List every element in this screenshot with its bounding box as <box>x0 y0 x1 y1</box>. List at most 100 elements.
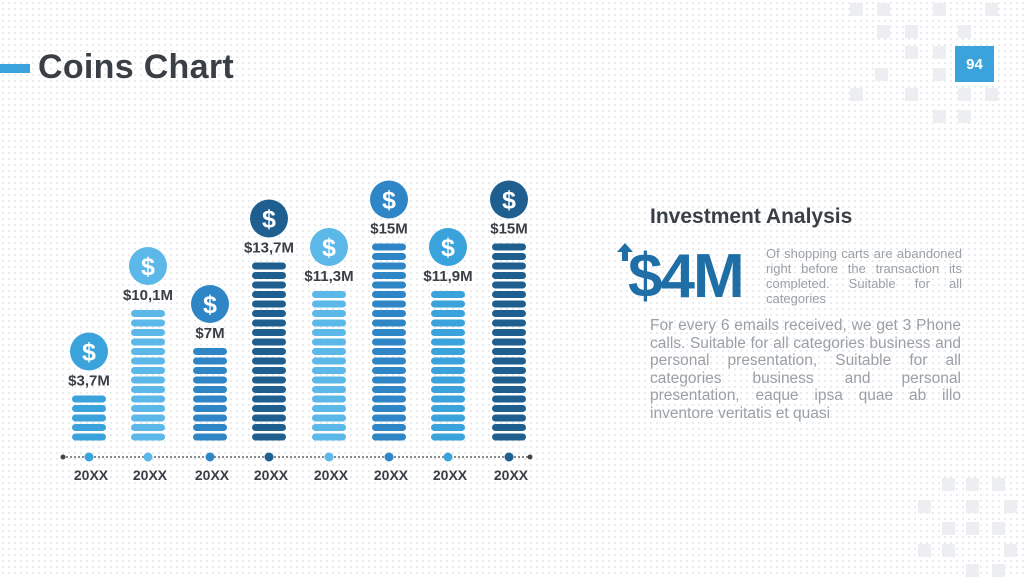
coin <box>252 367 286 374</box>
coin <box>312 300 346 308</box>
dollar-coin-icon <box>490 180 528 219</box>
coin <box>252 376 286 384</box>
coin <box>252 272 286 279</box>
coin <box>372 376 406 384</box>
top-right-decoration <box>845 0 1024 130</box>
side-body-text: For every 6 emails received, we get 3 Ph… <box>650 317 961 422</box>
dollar-sign: $ <box>441 234 455 262</box>
coin <box>492 395 526 403</box>
axis-marker <box>143 452 153 462</box>
coin <box>492 310 526 317</box>
dollar-coin-icon <box>129 247 167 285</box>
coin <box>492 319 526 327</box>
coin <box>252 310 286 317</box>
dollar-coin-icon <box>250 199 288 238</box>
coin <box>492 424 526 431</box>
category-label: 20XX <box>133 467 168 483</box>
value-label: $7M <box>195 325 224 342</box>
category-label: 20XX <box>433 467 468 483</box>
coin <box>372 338 406 346</box>
coin <box>431 386 465 393</box>
coin <box>193 367 227 374</box>
coin <box>131 405 165 412</box>
coin <box>252 424 286 431</box>
coin <box>252 433 286 441</box>
axis-marker <box>504 452 514 462</box>
coin <box>372 329 406 336</box>
coin <box>431 319 465 327</box>
axis-marker <box>205 452 215 462</box>
coin-bar <box>72 395 106 441</box>
value-label: $11,3M <box>304 268 353 285</box>
coin <box>431 291 465 298</box>
coin <box>193 348 227 355</box>
axis-end-dot <box>60 454 66 460</box>
dollar-coin-icon <box>191 285 229 323</box>
coin <box>492 405 526 412</box>
coin <box>252 357 286 365</box>
coin <box>193 414 227 422</box>
coin <box>372 424 406 431</box>
coin <box>252 291 286 298</box>
coin <box>312 395 346 403</box>
coin <box>193 405 227 412</box>
category-label: 20XX <box>195 467 230 483</box>
coin <box>431 310 465 317</box>
dollar-coin-icon <box>429 228 467 266</box>
category-label: 20XX <box>254 467 289 483</box>
coin <box>252 395 286 403</box>
coin <box>492 357 526 365</box>
coin <box>312 405 346 412</box>
value-label: $15M <box>490 221 528 238</box>
coin <box>492 367 526 374</box>
coin <box>492 338 526 346</box>
title-accent-bar <box>0 64 30 73</box>
coin <box>252 414 286 422</box>
coin <box>492 376 526 384</box>
coin <box>492 300 526 308</box>
investment-analysis-title: Investment Analysis <box>650 205 853 228</box>
coin-bar <box>131 310 165 441</box>
coin <box>312 329 346 336</box>
coin <box>131 329 165 336</box>
coin <box>252 348 286 355</box>
coin <box>131 357 165 365</box>
big-value: $4M <box>628 242 745 311</box>
coin <box>431 376 465 384</box>
coin <box>492 329 526 336</box>
axis-marker <box>384 452 394 462</box>
coin <box>193 424 227 431</box>
coin <box>312 376 346 384</box>
coin <box>431 424 465 431</box>
page-title: Coins Chart <box>38 48 234 86</box>
coin <box>431 433 465 441</box>
coin <box>492 262 526 270</box>
axis-marker <box>84 452 94 462</box>
dollar-sign: $ <box>322 234 336 262</box>
coin <box>372 272 406 279</box>
coin <box>312 338 346 346</box>
dollar-sign: $ <box>502 187 516 215</box>
coin <box>312 414 346 422</box>
coin <box>72 424 106 431</box>
coin <box>131 376 165 384</box>
coin <box>131 414 165 422</box>
value-label: $10,1M <box>123 287 173 304</box>
coin <box>372 319 406 327</box>
coin <box>252 338 286 346</box>
coin <box>131 433 165 441</box>
page-number-badge: 94 <box>955 46 994 82</box>
coin <box>372 300 406 308</box>
coin <box>193 386 227 393</box>
dollar-coin-icon <box>370 180 408 219</box>
dollar-sign: $ <box>262 206 276 234</box>
coin <box>492 291 526 298</box>
coin <box>312 386 346 393</box>
coin <box>193 357 227 365</box>
coin <box>492 414 526 422</box>
coin <box>252 386 286 393</box>
coin <box>372 433 406 441</box>
axis-marker <box>443 452 453 462</box>
category-label: 20XX <box>74 467 109 483</box>
coin <box>372 405 406 412</box>
